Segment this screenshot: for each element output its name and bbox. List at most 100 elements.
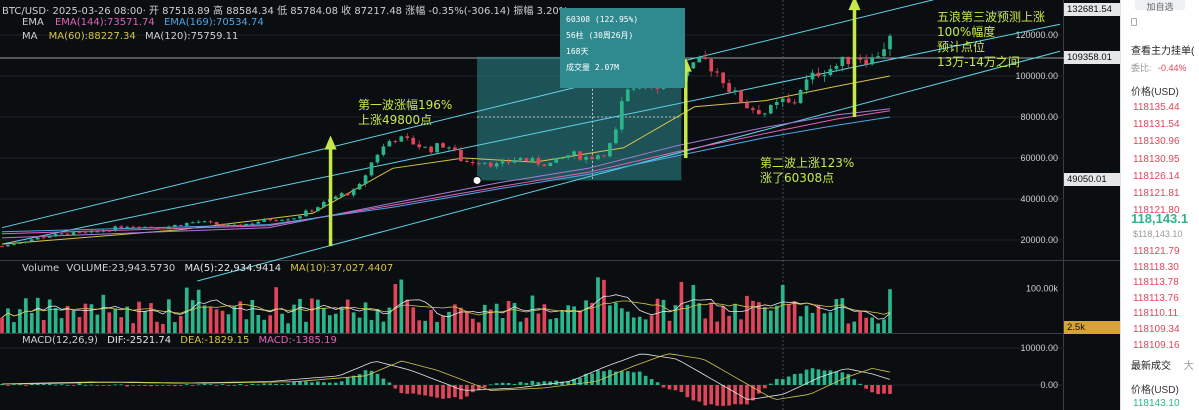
volume-bar	[339, 307, 344, 333]
volume-bar	[405, 299, 410, 333]
candle-body	[494, 163, 499, 167]
main-order-link[interactable]: 查看主力挂单(	[1131, 46, 1195, 57]
macd-bar	[24, 385, 28, 386]
macd-bar	[846, 374, 851, 385]
ma60-value: MA(60):88227.34	[48, 31, 136, 42]
ask-price[interactable]: 118130.96	[1133, 136, 1180, 148]
volume-bar	[715, 321, 720, 333]
volume-bar	[488, 309, 493, 333]
channel-line-middle	[1, 23, 1061, 245]
candle-body	[828, 68, 833, 76]
macd-bar	[822, 370, 827, 385]
clipboard-icon[interactable]	[1131, 18, 1137, 26]
candle-body	[29, 239, 34, 242]
volume-bar	[226, 314, 231, 333]
macd-bar	[459, 385, 463, 400]
volume-bar	[554, 318, 559, 333]
candle-body	[810, 72, 815, 80]
candle-body	[709, 59, 714, 72]
volume-bar	[494, 303, 499, 333]
macd-bar	[876, 385, 880, 395]
macd-bar	[357, 374, 362, 385]
ask-price[interactable]: 118126.14	[1133, 170, 1180, 182]
volume-bar	[858, 311, 863, 333]
ask-price[interactable]: 118135.44	[1133, 102, 1180, 113]
candle-body	[745, 102, 749, 109]
volume-bar	[244, 319, 249, 333]
macd-dif: DIF:-2521.74	[107, 335, 172, 346]
volume-bar	[816, 305, 821, 333]
macd-bar	[828, 370, 833, 385]
macd-bar	[727, 385, 731, 406]
latest-trades-tab[interactable]: 最新成交 大	[1131, 357, 1194, 372]
volume-bar	[143, 311, 147, 333]
macd-bar	[566, 381, 571, 385]
price-tick-label: 100000.00	[1015, 71, 1058, 81]
macd-bar	[351, 375, 356, 385]
volume-bar	[131, 323, 135, 333]
candle-body	[441, 143, 445, 148]
candle-body	[18, 242, 22, 244]
candle-body	[631, 88, 636, 90]
candle-body	[184, 223, 189, 226]
macd-bar	[405, 385, 410, 394]
macd-bar	[83, 384, 88, 386]
candle-body	[619, 101, 624, 130]
volume-bar	[864, 317, 868, 333]
macd-bar	[870, 385, 874, 393]
candle-body	[262, 218, 267, 222]
bid-price[interactable]: 118109.16	[1133, 339, 1180, 351]
macd-bar	[757, 385, 761, 394]
candle-body	[250, 223, 255, 225]
volume-bar	[447, 311, 451, 333]
candle-body	[530, 158, 535, 162]
candle-body	[423, 146, 427, 148]
volume-bar	[375, 308, 380, 333]
bid-price[interactable]: 118113.76	[1133, 292, 1179, 304]
candle-body	[53, 234, 58, 237]
candle-body	[804, 79, 809, 91]
ask-price[interactable]: 118121.81	[1133, 188, 1180, 199]
volume-bar	[631, 317, 636, 333]
wave1-line2: 上涨49800点	[358, 113, 433, 127]
volume-bar	[578, 310, 582, 333]
macd-bar	[95, 385, 100, 386]
candle-body	[816, 72, 821, 77]
macd-bar	[375, 373, 380, 385]
bid-price[interactable]: 118110.11	[1133, 308, 1179, 320]
candle-body	[715, 71, 720, 73]
candle-body	[840, 56, 845, 67]
volume-bar	[482, 304, 487, 333]
ask-price[interactable]: 118131.54	[1133, 119, 1180, 131]
macd-bar	[53, 384, 58, 386]
volume-bar	[101, 294, 106, 333]
add-watchlist-button[interactable]: 加自选	[1135, 0, 1185, 12]
bid-price[interactable]: 118109.34	[1133, 324, 1180, 335]
ask-price[interactable]: 118121.80	[1133, 205, 1180, 217]
macd-bar	[745, 385, 749, 405]
macd-bar	[614, 371, 618, 385]
bid-price[interactable]: 118121.79	[1133, 246, 1180, 257]
trades-tab-label[interactable]: 最新成交	[1131, 361, 1171, 372]
bid-price[interactable]: 118113.78	[1133, 277, 1179, 289]
macd-bar	[816, 369, 821, 385]
ask-price[interactable]: 118130.95	[1133, 153, 1180, 165]
volume-bar	[590, 302, 594, 333]
macd-bar	[262, 383, 267, 385]
volume-ma-line	[1, 300, 891, 318]
candle-body	[65, 233, 70, 235]
trades-tab2-label[interactable]: 大	[1183, 361, 1194, 372]
bid-price[interactable]: 118118.30	[1133, 261, 1179, 273]
volume-bar	[381, 321, 386, 333]
candle-body	[167, 226, 171, 229]
volume-bar	[387, 307, 392, 333]
candle-body	[83, 232, 88, 234]
candle-body	[131, 226, 135, 228]
chart-area[interactable]: 20000.00 40000.00 60000.00 80000.00 100000.0…	[0, 0, 1120, 410]
candle-body	[590, 156, 594, 160]
volume-bar	[113, 308, 118, 333]
ema-label: EMA	[22, 17, 44, 28]
chart-canvas[interactable]: 20000.00 40000.00 60000.00 80000.00 100000.0…	[0, 0, 1120, 410]
volume-bar	[614, 302, 618, 333]
macd-bar	[143, 385, 147, 386]
